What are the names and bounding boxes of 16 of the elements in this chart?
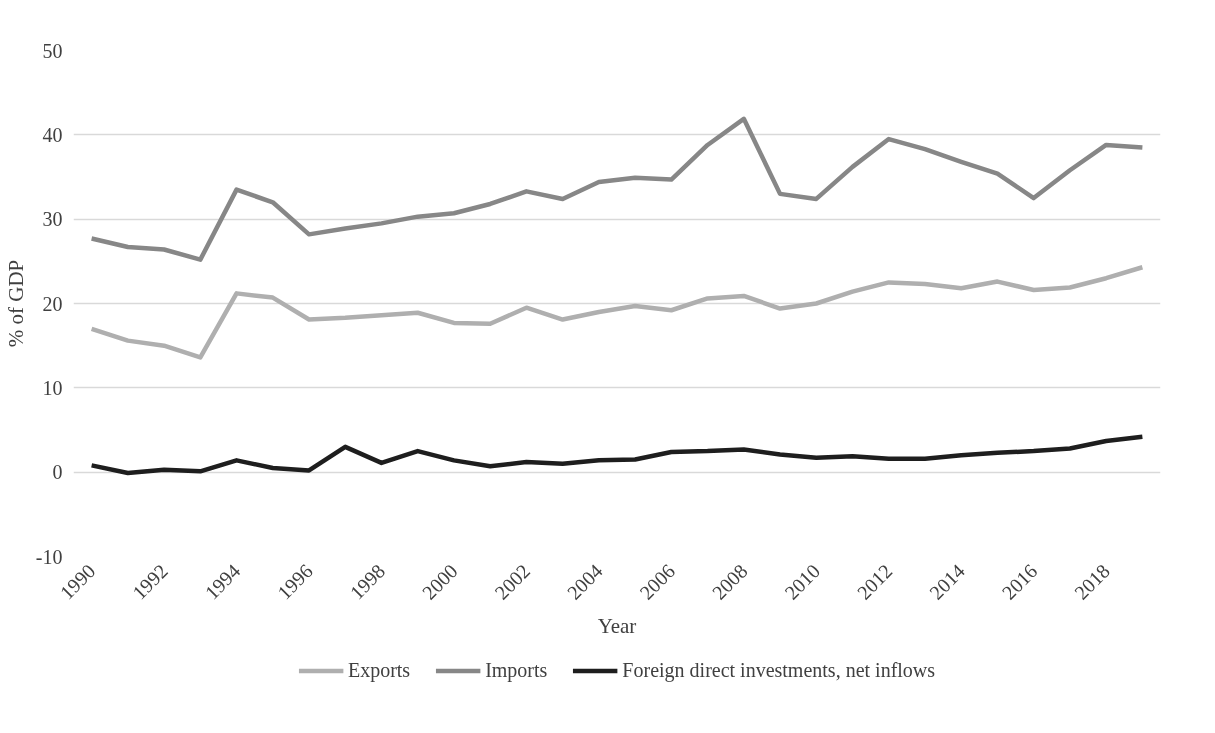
legend-label: Foreign direct investments, net inflows (622, 658, 936, 682)
line-series (89, 264, 1145, 360)
y-tick-label: -10 (35, 545, 63, 568)
y-tick-label: 0 (52, 461, 63, 484)
line-series (89, 116, 1145, 262)
y-axis-title: % of GDP (3, 259, 28, 348)
y-tick-label: 20 (42, 292, 63, 315)
x-tick-label: 1992 (128, 559, 172, 604)
y-tick-label: 50 (42, 39, 63, 62)
x-axis-title: Year (597, 613, 637, 638)
legend-label: Exports (347, 658, 411, 682)
y-tick-label: 10 (42, 376, 63, 399)
legend-label: Imports (485, 658, 548, 682)
y-tick-label: 30 (42, 208, 63, 231)
line-series (89, 434, 1145, 476)
y-tick-label: 40 (42, 123, 63, 146)
